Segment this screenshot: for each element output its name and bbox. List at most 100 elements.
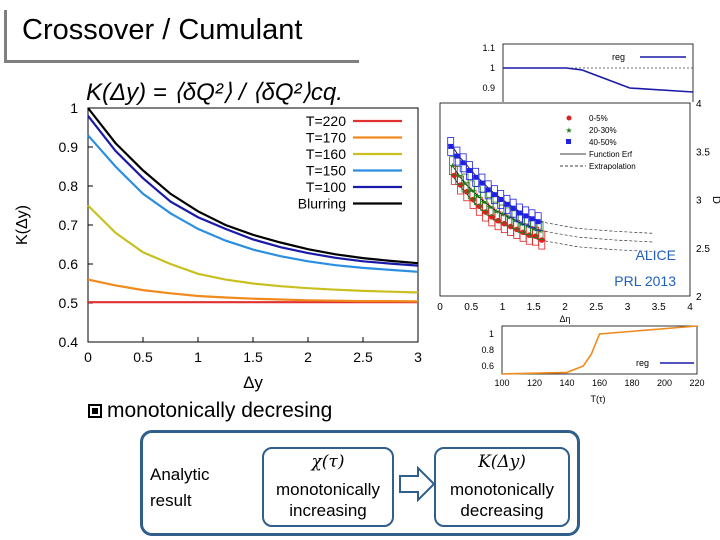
alice-legend-label: Function Erf [589, 150, 633, 159]
y-tick-label: 0.9 [59, 139, 79, 155]
y-tick-label: 0.6 [59, 256, 79, 272]
flow-panel [140, 430, 580, 536]
alice-point [535, 219, 541, 225]
alice-point [448, 143, 454, 149]
inset-legend-label: reg [612, 52, 625, 62]
analytic-label-line2: result [150, 491, 192, 510]
inset-y-tick-label: 1 [490, 63, 495, 73]
inset-x-tick-label: 120 [527, 378, 542, 388]
x-tick-label: 0.5 [133, 349, 153, 365]
top-right-inset-chart: 1.1 1 0.9 reg [482, 43, 694, 102]
slide-title: Crossover / Cumulant [22, 14, 303, 46]
alice-chart: 00.511.522.533.5422.533.54ΔηD★★★★★★★★★★★… [437, 99, 720, 324]
alice-point [466, 168, 472, 174]
alice-point: ★ [524, 222, 531, 231]
y-tick-label: 0.7 [59, 217, 79, 233]
x-axis-label: Δy [243, 373, 263, 392]
alice-y-tick-label: 2.5 [696, 244, 710, 255]
alice-x-tick-label: 1 [500, 302, 506, 313]
alice-point: ★ [505, 213, 512, 222]
legend-label: T=150 [306, 163, 346, 179]
alice-point: ★ [474, 192, 481, 201]
alice-extrapolation-curve [539, 239, 653, 252]
alice-legend-label: 0-5% [589, 114, 608, 123]
alice-x-tick-label: 2.5 [589, 302, 603, 313]
alice-point [539, 237, 545, 243]
k-box [434, 447, 570, 527]
alice-legend-label: Extrapolation [589, 162, 636, 171]
alice-point: ★ [499, 210, 506, 219]
alice-point [523, 213, 529, 219]
k-math: K(Δy) [478, 452, 526, 472]
x-tick-label: 2.5 [353, 349, 373, 365]
k-desc-line1: monotonically [450, 480, 554, 499]
x-tick-label: 1.5 [243, 349, 263, 365]
inset-frame [501, 325, 698, 375]
alice-point [510, 205, 516, 211]
alice-syst-box [447, 137, 455, 156]
alice-extrapolation-curve [539, 230, 653, 243]
alice-x-tick-label: 2 [562, 302, 568, 313]
alice-extrapolation-curve [539, 221, 653, 234]
chi-desc-line2: increasing [289, 501, 367, 520]
main-chart: 0 0.5 1 1.5 2 2.5 3 0.4 0.5 0.6 0.7 0.8 0.9 1 Δy K(Δy) K… [14, 79, 422, 392]
alice-x-axis-label: Δη [559, 314, 570, 324]
inset-y-tick-label: 1.1 [482, 43, 495, 53]
right-arrow-icon [399, 466, 436, 502]
inset-x-tick-label: 140 [559, 378, 574, 388]
inset-x-tick-label: 180 [624, 378, 639, 388]
chi-math: χ(τ) [311, 452, 345, 472]
series-line-T=170 [87, 278, 419, 303]
series-line-T=100 [87, 115, 419, 267]
alice-annotation-line2: PRL 2013 [614, 273, 676, 289]
y-tick-label: 0.8 [59, 178, 79, 194]
inset-y-tick-label: 0.8 [481, 345, 494, 355]
alice-y-axis-label: D [710, 196, 720, 204]
chi-box [262, 447, 394, 527]
alice-legend-marker [566, 115, 572, 121]
series-line-T=160 [87, 204, 419, 294]
alice-point [460, 160, 466, 166]
alice-point: ★ [455, 171, 462, 180]
alice-point [516, 210, 522, 216]
alice-point: ★ [449, 162, 456, 171]
inset-y-tick-label: 1 [489, 329, 494, 339]
alice-y-tick-label: 3 [696, 196, 702, 207]
alice-syst-box [450, 165, 458, 185]
alice-point [498, 197, 504, 202]
alice-point: ★ [480, 197, 487, 206]
alice-point [504, 201, 510, 207]
alice-annotation-line1: ALICE [636, 247, 676, 263]
alice-point: ★ [486, 202, 493, 211]
alice-y-tick-label: 3.5 [696, 147, 710, 158]
alice-x-tick-label: 0 [437, 302, 443, 313]
k-description: monotonically decreasing [434, 479, 570, 521]
alice-x-tick-label: 4 [687, 302, 693, 313]
k-desc-line2: decreasing [460, 501, 544, 520]
analytic-result-label: Analytic result [150, 462, 240, 514]
alice-point: ★ [530, 224, 537, 233]
inset-x-tick-label: 100 [494, 378, 509, 388]
legend-label: Blurring [298, 196, 346, 212]
alice-point [529, 216, 535, 222]
alice-point: ★ [468, 186, 475, 195]
inset-x-axis-label: T(τ) [590, 394, 605, 404]
checkbox-bullet-icon [88, 404, 102, 418]
alice-y-tick-label: 2 [696, 292, 702, 303]
bullet-item: monotonically decresing [88, 399, 332, 423]
alice-legend-marker [566, 139, 571, 144]
legend-label: T=100 [306, 179, 346, 195]
alice-syst-box [449, 156, 456, 176]
legend-label: T=160 [306, 146, 346, 162]
alice-point: ★ [493, 207, 500, 216]
inset-x-tick-label: 160 [592, 378, 607, 388]
x-tick-label: 0 [84, 349, 92, 365]
alice-point [491, 192, 497, 198]
alice-x-tick-label: 0.5 [464, 302, 478, 313]
alice-point [454, 153, 460, 159]
series-line-Blurring [87, 107, 419, 265]
title-frame [4, 10, 359, 63]
alice-point [485, 187, 491, 193]
x-tick-label: 3 [414, 349, 422, 365]
